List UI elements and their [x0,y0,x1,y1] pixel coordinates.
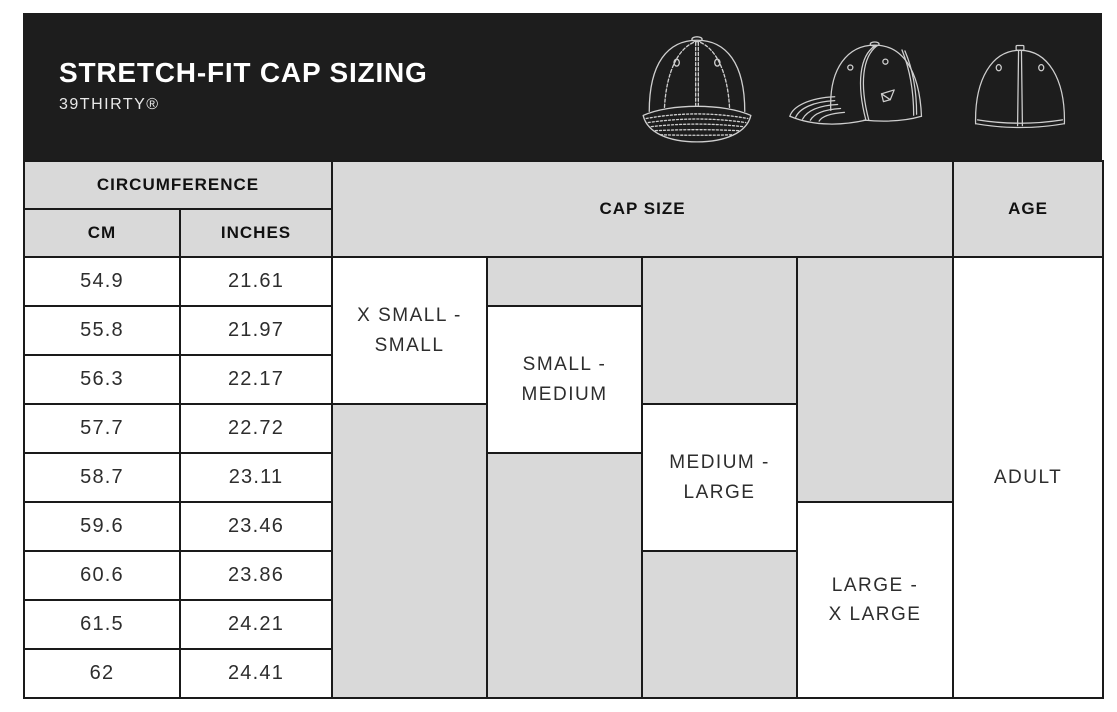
header-circumference: CIRCUMFERENCE [22,160,334,210]
table-row: 58.7 23.11 [23,452,1103,699]
cell-inches: 22.72 [178,403,334,454]
size-filler-cell [641,550,799,699]
size-band-cell-1: X SMALL - SMALL [331,256,489,405]
cell-cm: 62 [23,648,181,699]
banner-titles: STRETCH-FIT CAP SIZING 39THIRTY® [59,59,428,114]
header-cap-size: CAP SIZE [331,160,955,258]
table-row: 59.6 23.46 LARGE - X LARGE [23,501,1103,699]
header-inches: INCHES [178,208,334,258]
cell-inches: 24.41 [178,648,334,699]
cell-inches: 21.97 [178,305,334,356]
size-band-cell-3: MEDIUM - LARGE [641,403,799,552]
cell-inches: 23.86 [178,550,334,601]
cell-inches: 22.17 [178,354,334,405]
cell-inches: 21.61 [178,256,334,307]
cap-illustrations [634,28,1076,146]
cell-cm: 60.6 [23,550,181,601]
cell-cm: 61.5 [23,599,181,650]
table-row: 62 24.41 [23,648,1103,699]
header-cm: CM [23,208,181,258]
size-filler-cell [331,403,489,699]
header-row-2: CM INCHES [23,208,1103,258]
cell-inches: 24.21 [178,599,334,650]
size-filler-cell [486,452,644,699]
cell-cm: 59.6 [23,501,181,552]
table-row: 61.5 24.21 [23,599,1103,650]
cell-cm: 56.3 [23,354,181,405]
size-band-cell-2: SMALL - MEDIUM [486,305,644,454]
page-subtitle: 39THIRTY® [59,96,160,113]
size-table-body: 54.9 21.61 X SMALL - SMALL ADULT 55.8 21.97 SM… [23,256,1105,699]
size-band-cell-4: LARGE - X LARGE [796,501,955,699]
cell-inches: 23.46 [178,501,334,552]
header-age: AGE [952,160,1105,258]
table-row: 57.7 22.72 MEDIUM - LARGE [23,403,1103,699]
table-row: 60.6 23.86 [23,550,1103,699]
size-filler-cell [796,256,955,503]
table-row: 56.3 22.17 [23,354,1103,405]
table-row: 54.9 21.61 X SMALL - SMALL ADULT [23,256,1105,699]
cell-cm: 58.7 [23,452,181,503]
size-filler-cell [641,256,799,405]
header-row-1: CIRCUMFERENCE CAP SIZE AGE [22,160,1105,258]
cap-back-icon [974,44,1066,128]
size-table-head: CIRCUMFERENCE CAP SIZE AGE CM INCHES [22,160,1105,258]
cap-side-icon [789,40,923,125]
banner: STRETCH-FIT CAP SIZING 39THIRTY® [23,13,1102,160]
page-title: STRETCH-FIT CAP SIZING [59,57,428,88]
cell-cm: 57.7 [23,403,181,454]
table-row: 55.8 21.97 SMALL - MEDIUM [23,305,1103,454]
cell-cm: 54.9 [23,256,181,307]
size-table: CIRCUMFERENCE CAP SIZE AGE CM INCHES 54.… [22,160,1105,699]
size-filler-cell [486,256,644,307]
age-value-cell: ADULT [952,256,1105,699]
cell-inches: 23.11 [178,452,334,503]
cap-front-icon [642,35,752,143]
cell-cm: 55.8 [23,305,181,356]
